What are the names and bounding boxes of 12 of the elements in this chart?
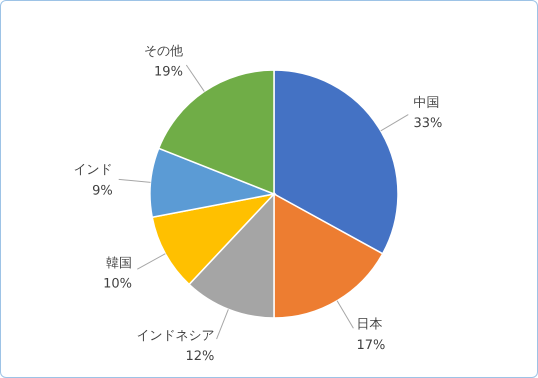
slice-label: インドネシア	[136, 328, 214, 344]
slice-label: インド	[74, 162, 113, 178]
data-label: 17%	[356, 338, 386, 354]
data-label: 19%	[154, 64, 183, 80]
data-label: 33%	[413, 116, 442, 132]
data-label: 10%	[103, 276, 132, 292]
slice-label: 韓国	[106, 256, 132, 271]
slice-label: その他	[144, 44, 183, 59]
slice-label: 日本	[356, 317, 382, 332]
slice-label: 中国	[413, 95, 440, 110]
data-label: 9%	[92, 183, 113, 198]
data-label: 12%	[185, 349, 214, 364]
